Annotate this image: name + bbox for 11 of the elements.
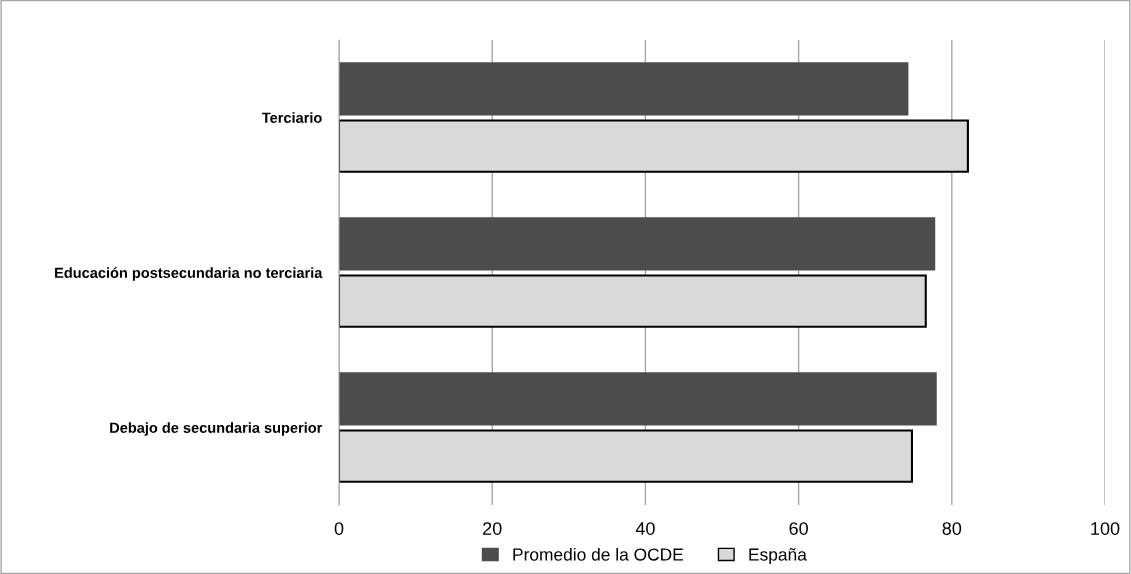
y-tick-label: Educación postsecundaria no terciaria (55, 267, 323, 281)
x-tick-label: 20 (483, 522, 502, 535)
legend-label: Promedio de la OCDE (513, 547, 684, 561)
y-tick-label: Debajo de secundaria superior (110, 422, 323, 436)
x-tick-label: 0 (334, 522, 344, 535)
x-tick-label: 80 (942, 522, 962, 535)
y-tick-label: Terciario (261, 112, 322, 123)
legend-label: España (749, 548, 807, 565)
x-tick-label: 60 (789, 522, 808, 535)
x-tick-label: 100 (1091, 522, 1120, 535)
x-tick-label: 40 (635, 522, 655, 535)
